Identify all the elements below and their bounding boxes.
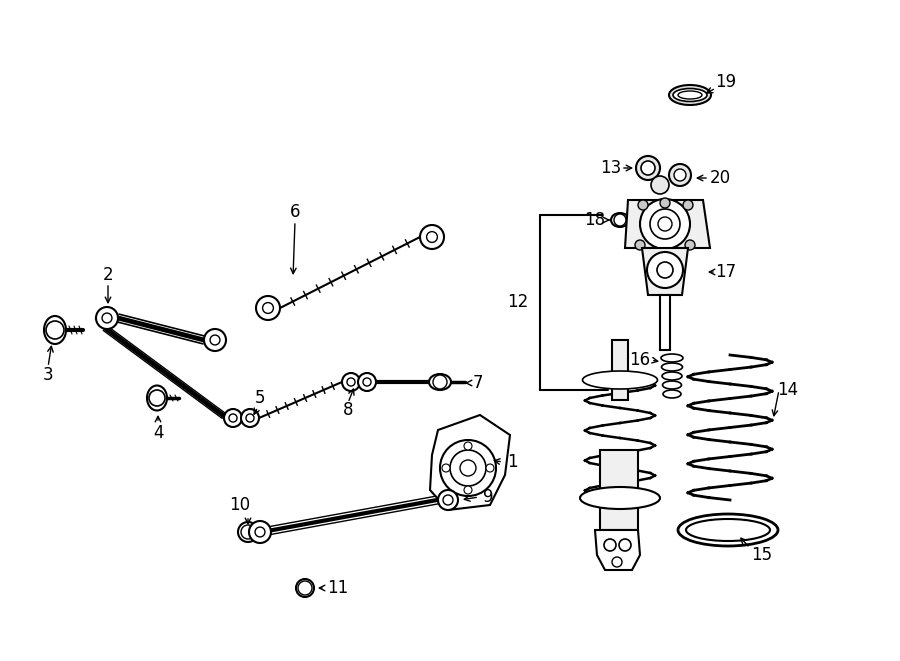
Circle shape [651, 176, 669, 194]
Circle shape [249, 521, 271, 543]
Circle shape [460, 460, 476, 476]
Circle shape [619, 539, 631, 551]
Circle shape [660, 198, 670, 208]
Ellipse shape [686, 519, 770, 541]
Text: 6: 6 [290, 203, 301, 221]
Circle shape [363, 378, 371, 386]
Circle shape [647, 252, 683, 288]
Text: 7: 7 [472, 374, 483, 392]
Circle shape [442, 464, 450, 472]
Ellipse shape [662, 363, 682, 371]
Circle shape [636, 156, 660, 180]
Circle shape [604, 539, 616, 551]
Text: 5: 5 [255, 389, 266, 407]
Text: 8: 8 [343, 401, 353, 419]
Ellipse shape [673, 89, 707, 102]
Circle shape [612, 557, 622, 567]
Text: 16: 16 [629, 351, 651, 369]
Circle shape [255, 527, 265, 537]
Circle shape [256, 296, 280, 320]
Circle shape [669, 164, 691, 186]
Polygon shape [430, 415, 510, 510]
Polygon shape [642, 248, 688, 295]
Ellipse shape [661, 354, 683, 362]
Circle shape [640, 199, 690, 249]
Text: 1: 1 [507, 453, 517, 471]
Text: 9: 9 [482, 488, 493, 506]
Text: 15: 15 [752, 546, 772, 564]
Text: 17: 17 [716, 263, 736, 281]
Circle shape [685, 240, 695, 250]
Text: 11: 11 [328, 579, 348, 597]
Text: 12: 12 [508, 293, 528, 311]
Circle shape [347, 378, 355, 386]
Ellipse shape [662, 372, 682, 380]
Circle shape [657, 262, 673, 278]
Text: 14: 14 [778, 381, 798, 399]
Circle shape [342, 373, 360, 391]
Circle shape [427, 231, 437, 243]
Bar [660, 295, 670, 350]
Circle shape [443, 495, 453, 505]
Circle shape [224, 409, 242, 427]
Ellipse shape [238, 522, 258, 542]
Circle shape [96, 307, 118, 329]
Circle shape [241, 525, 255, 539]
Circle shape [149, 390, 165, 406]
Circle shape [486, 464, 494, 472]
Circle shape [440, 440, 496, 496]
Ellipse shape [580, 487, 660, 509]
Circle shape [614, 214, 626, 226]
Circle shape [464, 442, 472, 450]
Ellipse shape [44, 316, 66, 344]
Ellipse shape [611, 213, 629, 227]
Circle shape [658, 217, 672, 231]
Text: 4: 4 [153, 424, 163, 442]
Ellipse shape [662, 381, 681, 389]
Circle shape [210, 335, 220, 345]
Circle shape [229, 414, 237, 422]
Ellipse shape [429, 374, 451, 390]
Text: 19: 19 [716, 73, 736, 91]
Polygon shape [595, 530, 640, 570]
Circle shape [635, 240, 645, 250]
Circle shape [46, 321, 64, 339]
Text: 2: 2 [103, 266, 113, 284]
Circle shape [102, 313, 112, 323]
Ellipse shape [663, 390, 681, 398]
Ellipse shape [147, 385, 167, 410]
Circle shape [638, 200, 648, 210]
Ellipse shape [669, 85, 711, 105]
Text: 13: 13 [600, 159, 622, 177]
Text: 20: 20 [709, 169, 731, 187]
Circle shape [450, 450, 486, 486]
Circle shape [438, 490, 458, 510]
Circle shape [246, 414, 254, 422]
Circle shape [641, 161, 655, 175]
Text: 3: 3 [42, 366, 53, 384]
Circle shape [263, 303, 274, 313]
Bar [612, 340, 628, 400]
Circle shape [241, 409, 259, 427]
Circle shape [358, 373, 376, 391]
Text: 10: 10 [230, 496, 250, 514]
Ellipse shape [582, 371, 658, 389]
Circle shape [650, 209, 680, 239]
Circle shape [433, 375, 447, 389]
Ellipse shape [296, 579, 314, 597]
Circle shape [674, 169, 686, 181]
Ellipse shape [678, 91, 702, 99]
Circle shape [464, 486, 472, 494]
Bar [600, 450, 638, 530]
Ellipse shape [678, 514, 778, 546]
Circle shape [420, 225, 444, 249]
Circle shape [683, 200, 693, 210]
Circle shape [204, 329, 226, 351]
Circle shape [298, 581, 312, 595]
Text: 18: 18 [584, 211, 606, 229]
Polygon shape [625, 200, 710, 248]
